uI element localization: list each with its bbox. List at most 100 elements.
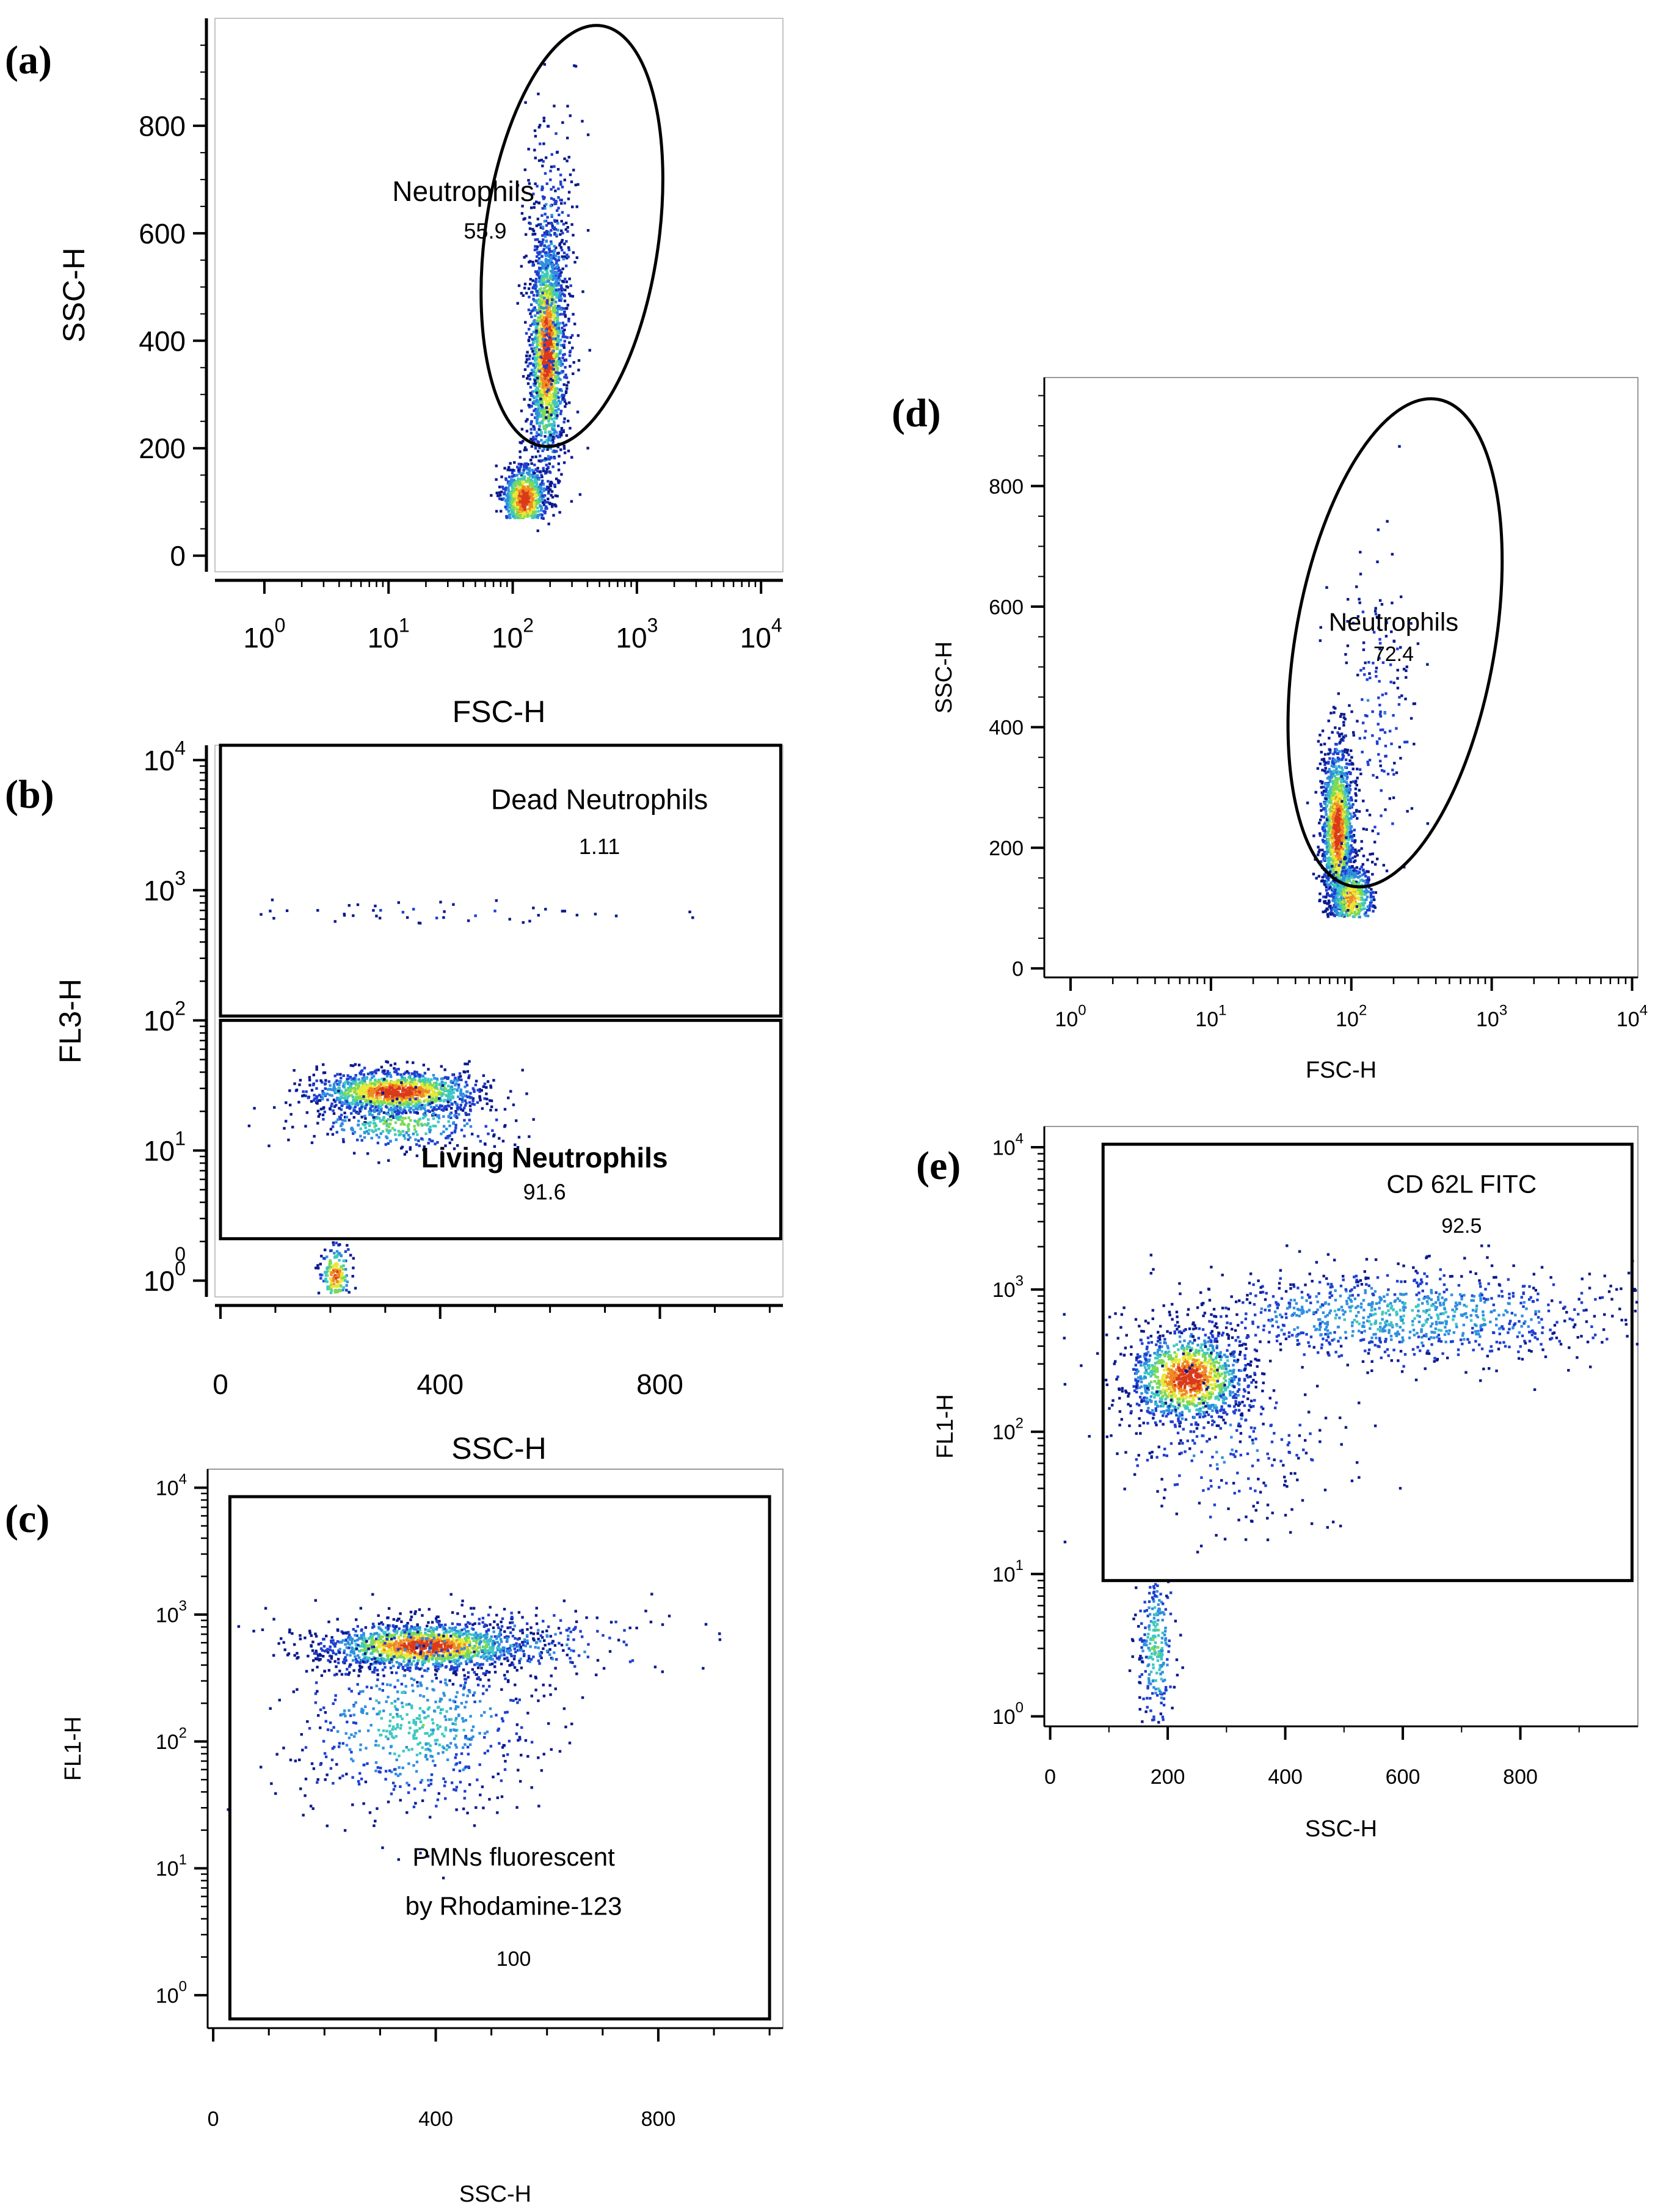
event-point (511, 506, 514, 509)
event-point (548, 359, 551, 362)
event-point (354, 1106, 357, 1109)
event-point (333, 1252, 336, 1255)
event-point (559, 233, 562, 236)
event-point (557, 187, 560, 191)
event-point (518, 508, 522, 511)
event-point (323, 1082, 327, 1086)
event-point (550, 302, 553, 305)
event-point (427, 1118, 430, 1122)
event-point (549, 293, 553, 296)
event-point (395, 1083, 398, 1087)
event-point (550, 356, 553, 359)
event-point (442, 1092, 445, 1096)
event-point (359, 1134, 362, 1137)
event-point (533, 367, 537, 370)
event-point (414, 1097, 417, 1101)
event-point (338, 1079, 341, 1083)
event-point (531, 338, 534, 341)
event-point (551, 224, 554, 227)
event-point (556, 343, 559, 346)
event-point (556, 337, 559, 340)
event-point (536, 516, 539, 519)
event-point (511, 484, 514, 488)
event-point (548, 367, 551, 370)
event-point (464, 1086, 467, 1089)
event-point (413, 1125, 416, 1128)
event-point (382, 1116, 385, 1119)
event-point (371, 1071, 374, 1074)
event-point (345, 1274, 348, 1277)
event-point (452, 903, 455, 906)
event-point (409, 1146, 412, 1149)
event-point (550, 222, 553, 225)
x-tick-label: 400 (418, 2108, 453, 2131)
event-point (560, 297, 563, 301)
event-point (447, 1115, 451, 1119)
event-point (534, 487, 537, 491)
event-point (539, 310, 542, 313)
event-point (345, 1115, 349, 1119)
event-point (545, 326, 548, 329)
event-point (547, 388, 550, 392)
event-point (540, 378, 544, 381)
event-point (362, 1076, 366, 1079)
event-point (372, 1130, 375, 1134)
event-point (315, 1068, 318, 1071)
event-point (548, 290, 551, 293)
event-point (539, 487, 543, 491)
event-point (539, 262, 542, 265)
event-point (305, 1090, 308, 1093)
event-point (404, 1117, 407, 1120)
event-point (521, 1068, 524, 1071)
event-point (545, 362, 549, 365)
event-point (362, 1095, 365, 1098)
event-point (500, 491, 503, 494)
y-tick-base: 10 (156, 1984, 179, 2007)
event-point (464, 1081, 468, 1084)
event-point (547, 300, 551, 303)
event-point (534, 416, 537, 419)
event-point (512, 482, 515, 485)
event-point (515, 507, 518, 511)
event-point (507, 489, 510, 492)
event-point (395, 1091, 399, 1095)
event-point (536, 310, 540, 313)
event-point (543, 63, 547, 66)
event-point (562, 353, 565, 357)
event-point (565, 239, 568, 243)
event-point (506, 492, 510, 495)
event-point (539, 315, 542, 318)
event-point (528, 335, 531, 339)
event-point (398, 1098, 401, 1102)
event-point (553, 165, 556, 168)
event-point (470, 1644, 473, 1648)
event-point (384, 1105, 388, 1108)
event-point (373, 1125, 376, 1128)
event-point (568, 354, 572, 357)
event-point (535, 358, 538, 361)
event-point (448, 1134, 451, 1137)
event-point (541, 371, 544, 374)
event-point (508, 499, 511, 503)
event-point (563, 328, 566, 332)
event-point (512, 503, 515, 507)
event-point (534, 447, 537, 450)
event-point (545, 271, 548, 274)
event-point (427, 1142, 430, 1145)
event-point (534, 356, 537, 359)
event-point (553, 330, 556, 333)
event-point (423, 1107, 426, 1110)
event-point (512, 478, 516, 482)
event-point (524, 481, 528, 484)
event-point (450, 1085, 454, 1089)
event-point (399, 1079, 402, 1082)
event-point (570, 223, 573, 226)
event-point (468, 1101, 471, 1104)
event-point (540, 481, 544, 485)
event-point (415, 1088, 419, 1092)
event-point (489, 1109, 492, 1112)
event-point (546, 374, 549, 377)
event-point (385, 1075, 389, 1078)
event-point (354, 1076, 357, 1079)
event-point (536, 529, 539, 533)
